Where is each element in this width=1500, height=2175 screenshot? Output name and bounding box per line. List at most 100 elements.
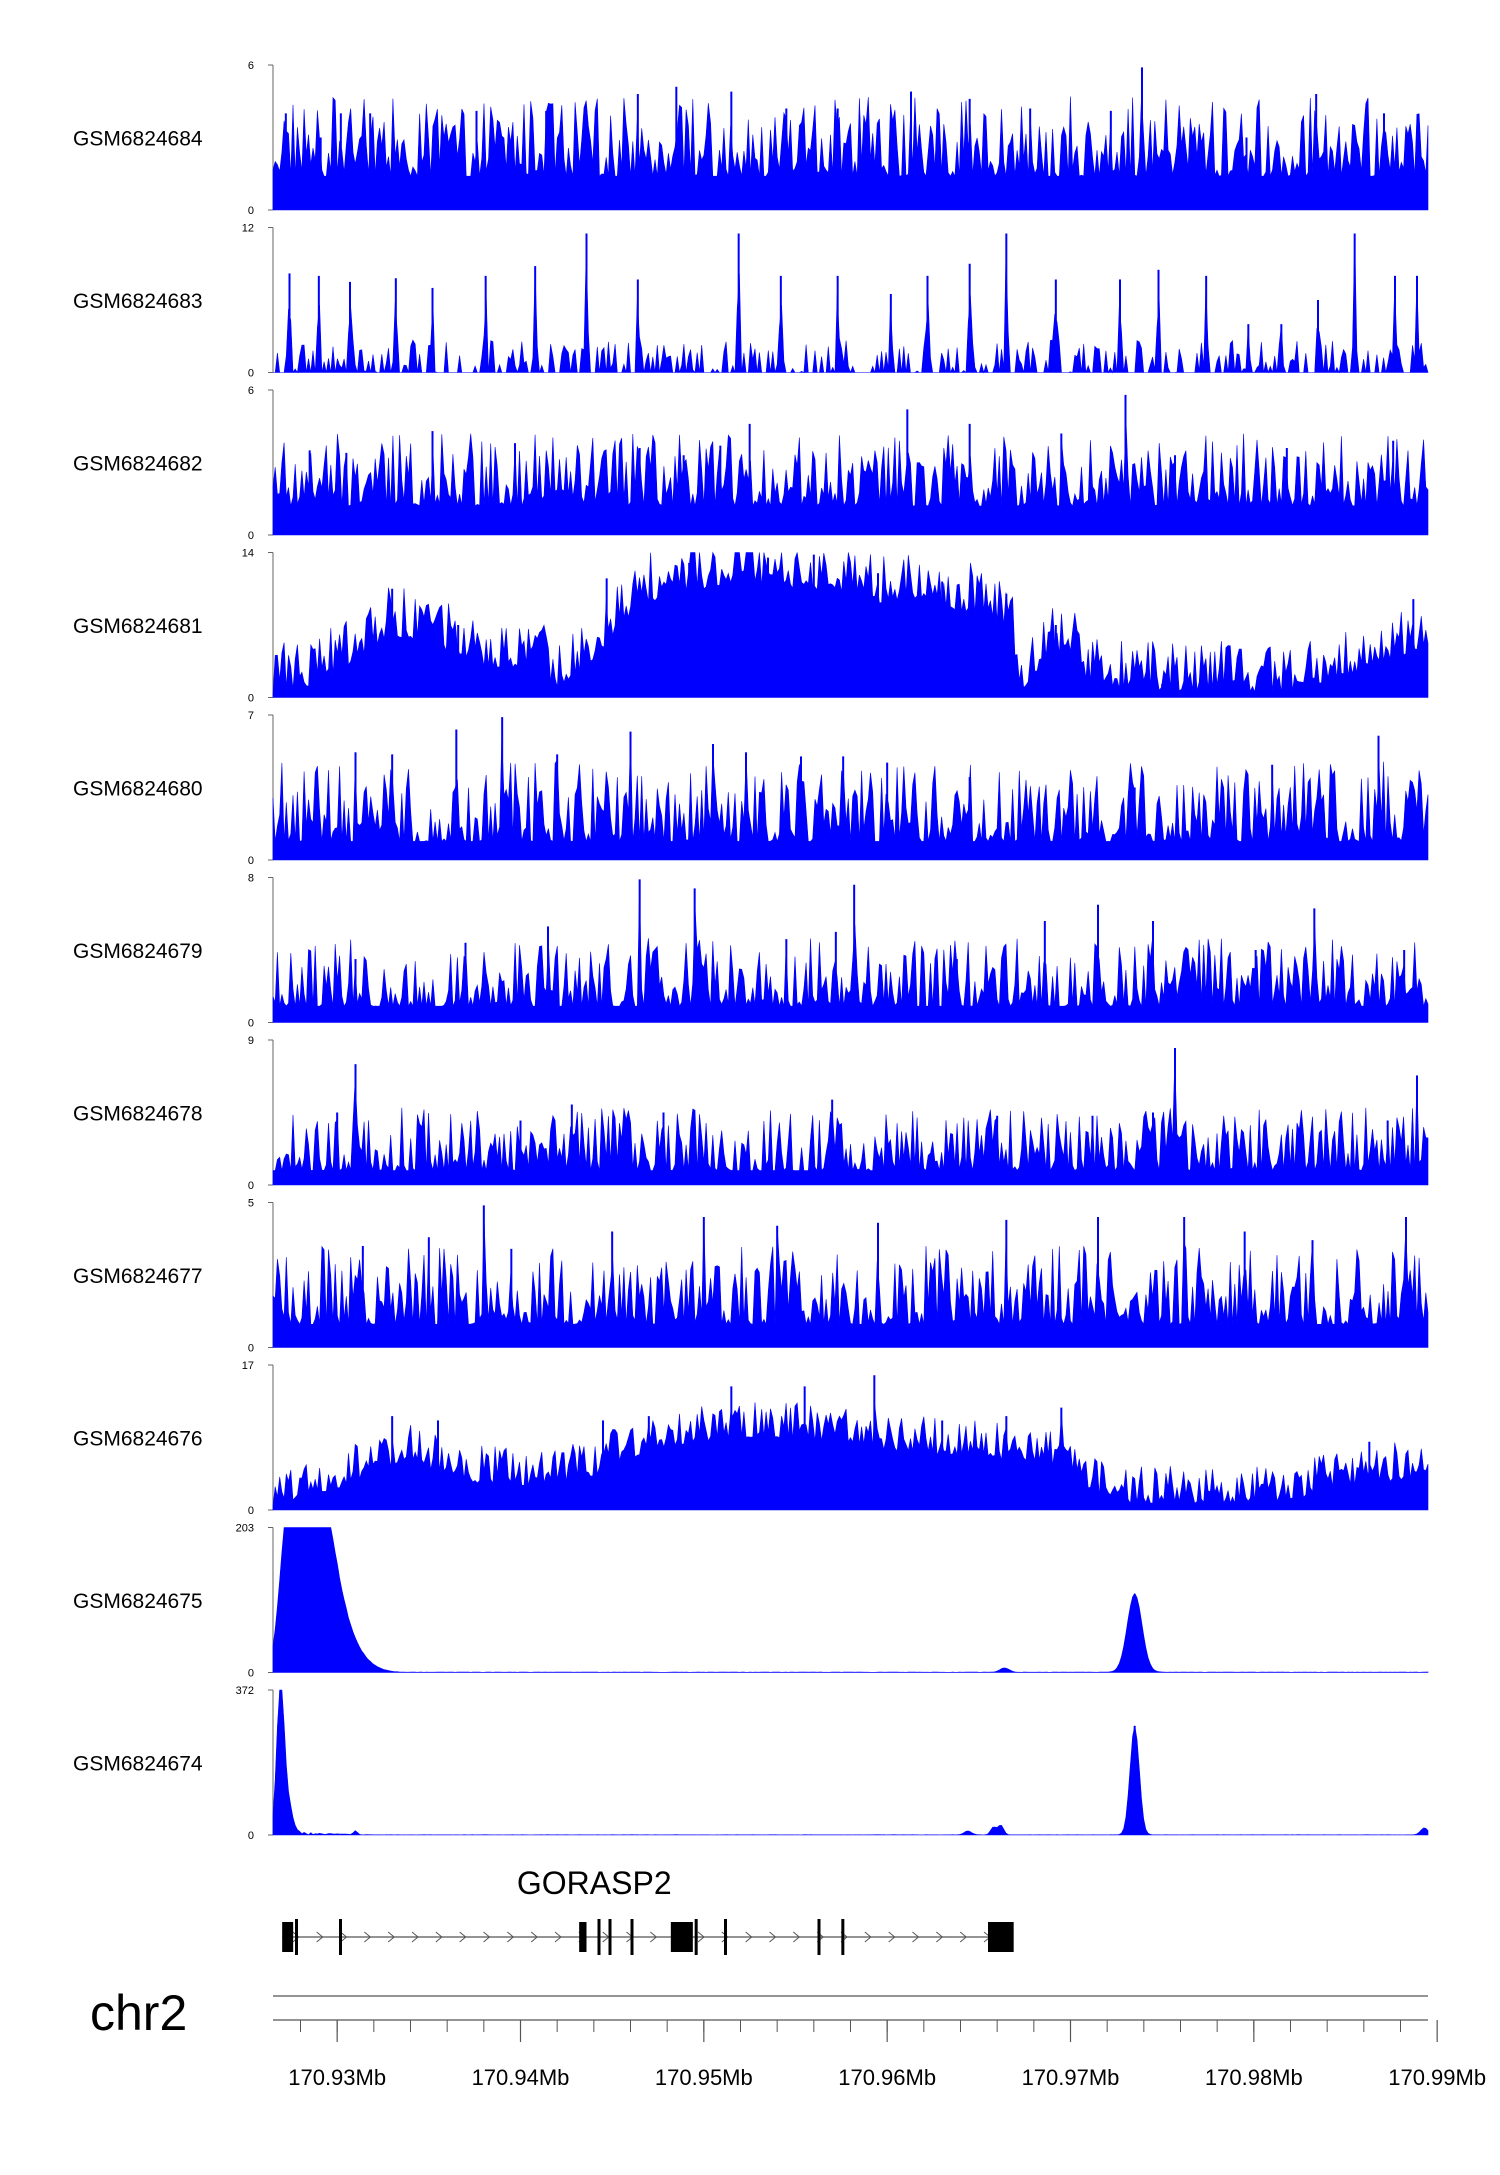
x-tick-label: 170.97Mb [1022, 2065, 1120, 2090]
gene-exon [988, 1922, 994, 1952]
gene-track: GORASP2 [282, 1865, 1014, 1955]
y-min-label: 0 [248, 530, 254, 542]
y-min-label: 0 [248, 1018, 254, 1030]
strand-arrow [650, 1931, 658, 1943]
signal-area-GSM6824678 [272, 1058, 1429, 1186]
strand-arrow [340, 1931, 348, 1943]
signal-area-GSM6824682 [272, 417, 1429, 536]
y-max-label: 14 [242, 548, 254, 560]
signal-area-GSM6824680 [272, 736, 1429, 861]
gene-exon [579, 1922, 587, 1952]
track-GSM6824675: GSM6824675 203 0 [73, 1523, 1429, 1680]
gene-exon [694, 1919, 698, 1955]
track-label: GSM6824674 [73, 1753, 203, 1776]
strand-arrow [459, 1931, 467, 1943]
track-label: GSM6824683 [73, 290, 203, 313]
x-tick-label: 170.99Mb [1388, 2065, 1486, 2090]
x-tick-label: 170.95Mb [655, 2065, 753, 2090]
gene-exon [817, 1919, 821, 1955]
track-label: GSM6824680 [73, 778, 203, 801]
strand-arrow [554, 1931, 562, 1943]
y-min-label: 0 [248, 1505, 254, 1517]
signal-area-GSM6824683 [273, 235, 1429, 374]
y-max-label: 372 [236, 1685, 254, 1697]
strand-arrow [483, 1931, 491, 1943]
gene-exon [295, 1919, 298, 1955]
signal-area-GSM6824675 [272, 1527, 1429, 1673]
strand-arrow [793, 1931, 801, 1943]
strand-arrow [435, 1931, 443, 1943]
y-min-label: 0 [248, 1180, 254, 1192]
track-label: GSM6824679 [73, 940, 203, 963]
strand-arrow [912, 1931, 920, 1943]
strand-arrow [888, 1931, 896, 1943]
strand-arrow [721, 1931, 729, 1943]
track-GSM6824677: GSM6824677 5 0 [73, 1198, 1429, 1355]
y-max-label: 5 [248, 1198, 254, 1210]
strand-arrow [769, 1931, 777, 1943]
strand-arrow [959, 1931, 967, 1943]
track-GSM6824681: GSM6824681 14 0 [73, 548, 1429, 705]
y-max-label: 12 [242, 223, 254, 235]
gene-exon [724, 1919, 727, 1955]
x-tick-label: 170.94Mb [472, 2065, 570, 2090]
signal-area-GSM6824681 [272, 551, 1429, 698]
y-min-label: 0 [248, 1668, 254, 1680]
strand-arrow [387, 1931, 395, 1943]
signal-area-GSM6824676 [272, 1402, 1429, 1511]
track-label: GSM6824678 [73, 1103, 203, 1126]
x-tick-label: 170.93Mb [288, 2065, 386, 2090]
track-label: GSM6824676 [73, 1428, 203, 1451]
signal-area-GSM6824679 [272, 888, 1429, 1023]
track-GSM6824679: GSM6824679 8 0 [73, 873, 1429, 1030]
y-min-label: 0 [248, 693, 254, 705]
gene-exon [841, 1919, 845, 1955]
y-min-label: 0 [248, 855, 254, 867]
x-tick-label: 170.96Mb [838, 2065, 936, 2090]
y-max-label: 9 [248, 1035, 254, 1047]
strand-arrow [936, 1931, 944, 1943]
strand-arrow [364, 1931, 372, 1943]
gene-exon [993, 1922, 1014, 1952]
track-GSM6824683: GSM6824683 12 0 [73, 223, 1429, 380]
track-GSM6824678: GSM6824678 9 0 [73, 1035, 1429, 1192]
gene-name-label: GORASP2 [517, 1865, 672, 1901]
gene-exon [597, 1919, 601, 1955]
track-GSM6824682: GSM6824682 6 0 [73, 385, 1429, 542]
track-label: GSM6824682 [73, 453, 203, 476]
y-min-label: 0 [248, 1830, 254, 1842]
strand-arrow [864, 1931, 872, 1943]
y-max-label: 6 [248, 385, 254, 397]
track-GSM6824684: GSM6824684 6 0 [73, 60, 1429, 217]
y-max-label: 17 [242, 1360, 254, 1372]
gene-exon [282, 1922, 294, 1952]
track-GSM6824676: GSM6824676 17 0 [73, 1360, 1429, 1517]
strand-arrow [745, 1931, 753, 1943]
y-min-label: 0 [248, 205, 254, 217]
gene-exon [670, 1922, 693, 1952]
track-label: GSM6824675 [73, 1590, 203, 1613]
y-min-label: 0 [248, 368, 254, 380]
strand-arrow [411, 1931, 419, 1943]
strand-arrow [530, 1931, 538, 1943]
strand-arrow [292, 1931, 300, 1943]
signal-area-GSM6824674 [272, 1689, 1429, 1836]
track-label: GSM6824677 [73, 1265, 203, 1288]
y-max-label: 7 [248, 710, 254, 722]
gene-exon [608, 1919, 612, 1955]
signal-area-GSM6824677 [272, 1214, 1429, 1348]
strand-arrow [316, 1931, 324, 1943]
track-GSM6824674: GSM6824674 372 0 [73, 1685, 1429, 1842]
strand-arrow [697, 1931, 705, 1943]
strand-arrow [507, 1931, 515, 1943]
track-label: GSM6824684 [73, 128, 203, 151]
gene-exon [339, 1919, 342, 1955]
signal-area-GSM6824684 [272, 95, 1429, 211]
y-max-label: 203 [236, 1523, 254, 1535]
x-axis: chr2 170.93Mb 170.94Mb 170.95Mb 170.96Mb 170.… [90, 1985, 1486, 2090]
y-min-label: 0 [248, 1343, 254, 1355]
chromosome-label: chr2 [90, 1985, 187, 2041]
gene-exon [630, 1919, 634, 1955]
